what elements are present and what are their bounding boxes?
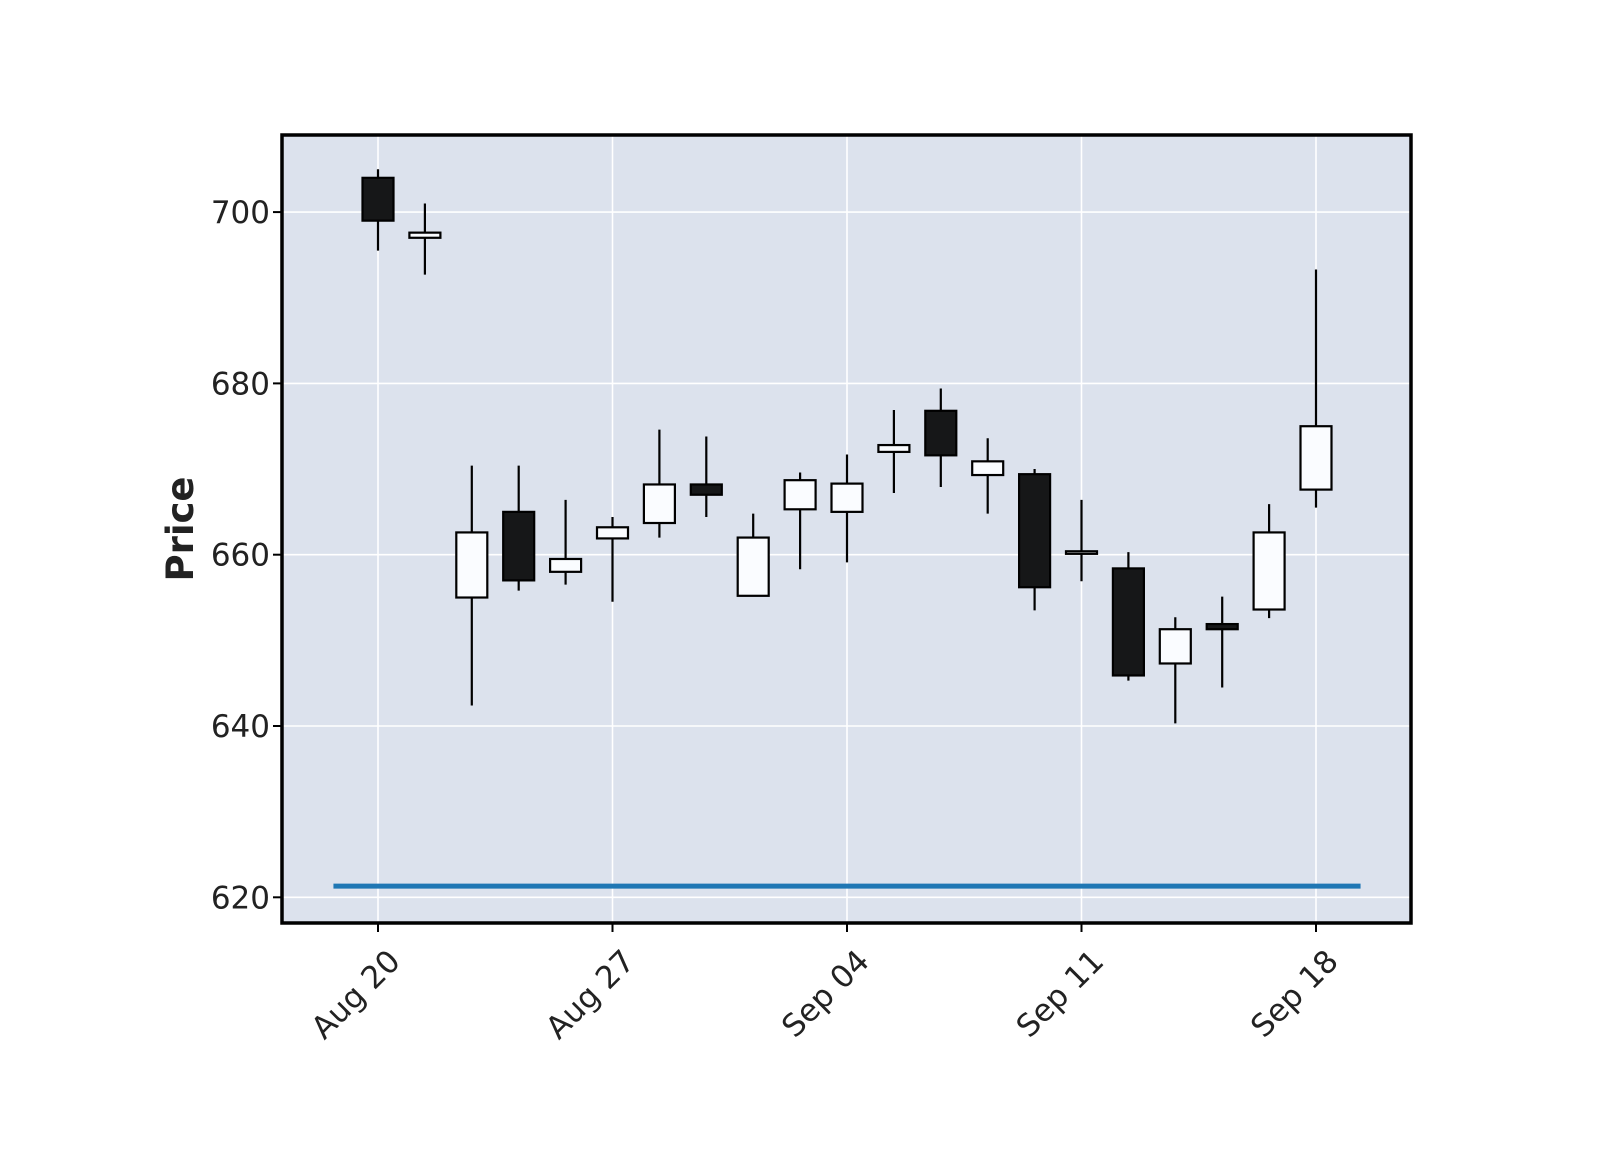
candle-body <box>1017 473 1052 589</box>
candle-body <box>924 409 958 457</box>
x-tick-label: Aug 20 <box>305 943 408 1046</box>
y-tick-label: 620 <box>211 880 270 916</box>
candle-body <box>502 510 536 582</box>
candle <box>1299 269 1333 508</box>
x-tick-label: Sep 18 <box>1244 943 1346 1045</box>
x-tick-label: Sep 04 <box>775 943 877 1045</box>
candle <box>877 409 911 494</box>
candle-body <box>1064 550 1099 555</box>
candle <box>361 169 395 251</box>
y-tick-label: 700 <box>211 195 270 231</box>
candle <box>642 429 677 538</box>
y-tick-label: 680 <box>211 366 270 402</box>
candle <box>783 472 817 570</box>
candle-body <box>971 460 1005 477</box>
candle <box>1111 552 1146 681</box>
candle <box>1017 469 1052 611</box>
y-tick-label: 660 <box>211 538 270 574</box>
candle-body <box>455 531 489 599</box>
candle-body <box>1252 531 1286 611</box>
x-axis: Aug 20 Aug 27 Sep 04 Sep 11 Sep 18 <box>305 923 1346 1046</box>
candle <box>924 388 958 488</box>
candle-body <box>408 231 442 239</box>
y-axis-label: Price <box>159 476 202 581</box>
candle <box>1205 596 1239 688</box>
candle <box>971 438 1005 514</box>
candle-body <box>689 483 723 496</box>
candle-body <box>595 526 630 540</box>
candle-body <box>361 176 395 222</box>
candle-body <box>1111 567 1146 677</box>
x-tick-label: Aug 27 <box>539 943 642 1046</box>
candle <box>548 499 583 585</box>
x-tick-label: Sep 11 <box>1010 943 1112 1045</box>
candle <box>1252 504 1286 619</box>
candle <box>408 203 442 275</box>
candle-body <box>642 483 677 525</box>
candle <box>1158 617 1192 724</box>
y-axis: 620 640 660 680 700 <box>211 195 282 916</box>
candle <box>689 436 723 518</box>
candle <box>502 465 536 591</box>
candle-body <box>877 443 911 454</box>
candle-body <box>1158 628 1192 665</box>
candle <box>736 513 770 597</box>
candle <box>830 454 864 563</box>
candle-body <box>736 536 770 597</box>
candle <box>455 465 489 706</box>
candles <box>361 169 1333 724</box>
candle-body <box>830 482 864 513</box>
candle <box>595 517 630 602</box>
candle <box>1064 499 1099 582</box>
candle-body <box>1299 425 1333 491</box>
candle-body <box>1205 622 1239 631</box>
y-tick-label: 640 <box>211 709 270 745</box>
candle-body <box>783 479 817 511</box>
candle-body <box>548 557 583 573</box>
